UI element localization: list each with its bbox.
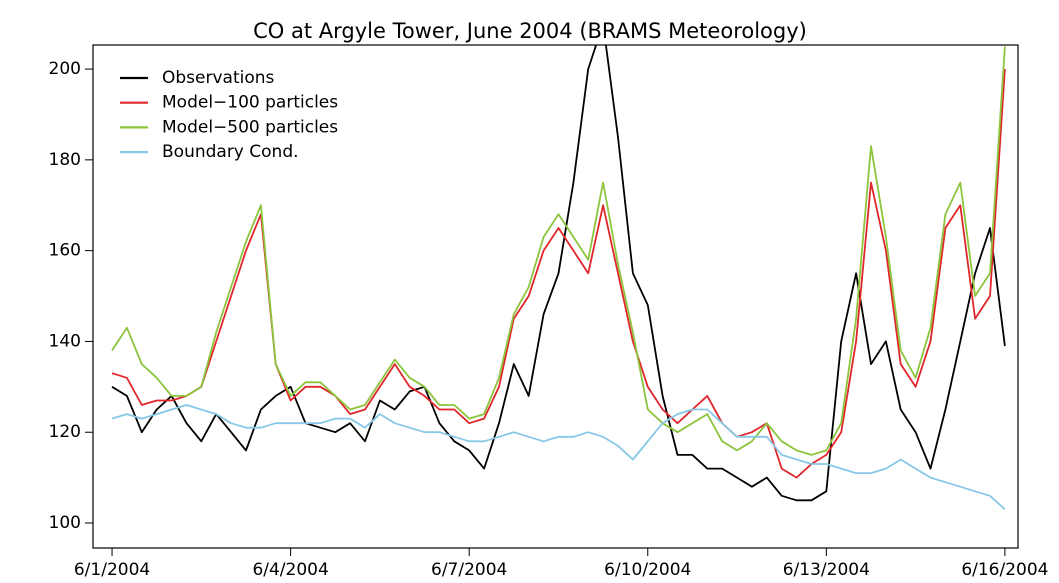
y-tick-label: 160 (49, 241, 81, 261)
legend-label: Model−500 particles (162, 117, 338, 137)
x-tick-label: 6/10/2004 (604, 560, 691, 579)
x-tick-label: 6/13/2004 (783, 560, 870, 579)
legend-label: Boundary Cond. (162, 142, 299, 162)
y-tick-label: 200 (49, 59, 81, 79)
x-tick-label: 6/7/2004 (431, 560, 507, 579)
legend-label: Observations (162, 68, 275, 88)
y-tick-label: 100 (49, 513, 81, 533)
x-tick-label: 6/4/2004 (252, 560, 328, 579)
chart-title: CO at Argyle Tower, June 2004 (BRAMS Met… (253, 19, 807, 43)
series-line (111, 404, 1006, 511)
plot-frame (92, 44, 1019, 549)
series-line (111, 46, 1006, 456)
legend-label: Model−100 particles (162, 93, 338, 113)
y-tick-label: 140 (49, 331, 81, 351)
x-tick-label: 6/1/2004 (74, 560, 150, 579)
series-line (111, 45, 1006, 502)
y-tick-label: 180 (49, 150, 81, 170)
y-tick-label: 120 (49, 422, 81, 442)
plot-area (111, 45, 1006, 511)
x-tick-label: 6/16/2004 (961, 560, 1048, 579)
